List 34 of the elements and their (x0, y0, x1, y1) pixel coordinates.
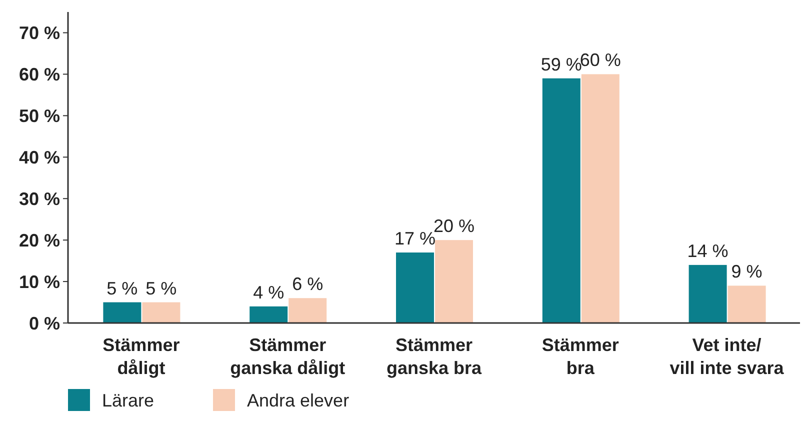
bar (542, 78, 580, 323)
y-tick-label: 30 % (18, 188, 60, 209)
data-label: 5 % (106, 278, 138, 298)
y-tick-label: 70 % (18, 23, 60, 44)
x-tick-label: Vet inte/ vill inte svara (670, 335, 785, 378)
y-tick-label: 0 % (28, 313, 60, 334)
bar (142, 302, 180, 323)
data-label: 59 % (540, 54, 582, 74)
bar (581, 74, 620, 323)
y-tick-label: 50 % (18, 106, 60, 126)
data-label: 17 % (394, 228, 436, 249)
data-label: 20 % (433, 216, 475, 236)
legend-label: Lärare (102, 390, 154, 410)
bar (288, 298, 327, 323)
bar (728, 286, 766, 323)
data-label: 6 % (292, 274, 324, 294)
y-tick-label: 20 % (18, 230, 60, 250)
y-tick-label: 40 % (18, 147, 60, 168)
bar (103, 302, 142, 323)
y-tick-label: 10 % (18, 272, 60, 292)
y-tick-label: 60 % (18, 64, 60, 84)
bar (396, 252, 434, 323)
x-tick-label: Stämmer ganska dåligt (230, 335, 346, 378)
data-label: 5 % (146, 278, 177, 298)
x-tick-label: Stämmer bra (542, 335, 619, 378)
x-tick-label: Stämmer dåligt (102, 335, 180, 378)
bar (688, 264, 727, 323)
x-tick-label: Stämmer ganska bra (386, 335, 483, 378)
data-label: 9 % (731, 262, 762, 282)
bar (435, 240, 473, 323)
bar (250, 306, 288, 323)
data-label: 4 % (253, 282, 284, 302)
legend-label: Andra elever (247, 390, 350, 410)
data-label: 14 % (687, 240, 728, 261)
